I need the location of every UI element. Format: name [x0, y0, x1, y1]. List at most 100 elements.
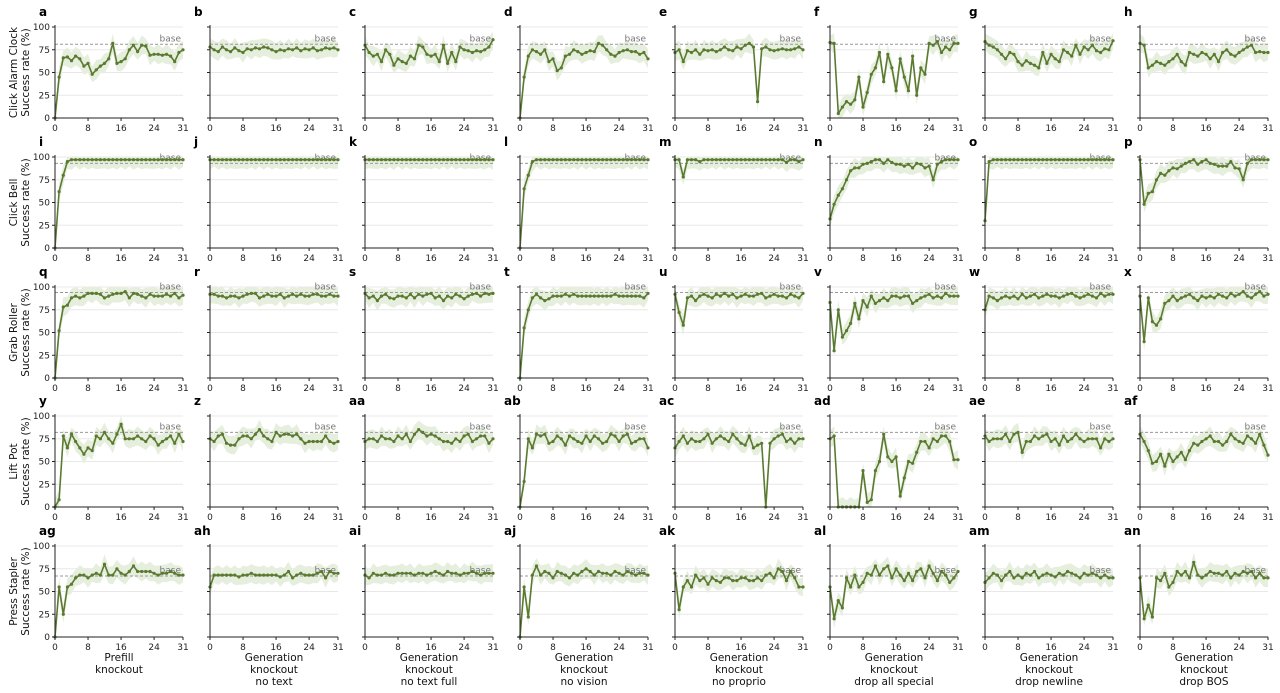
x-tick-label: 16	[270, 513, 282, 523]
data-point	[944, 45, 948, 49]
data-point	[1179, 60, 1183, 64]
variability-band	[520, 424, 648, 507]
data-point	[927, 564, 931, 568]
y-tick-label: 75	[39, 306, 50, 316]
x-tick-label: 0	[982, 384, 988, 394]
variability-band	[675, 157, 803, 185]
data-point	[216, 573, 220, 577]
data-point	[685, 296, 690, 300]
data-point	[629, 158, 634, 162]
data-point	[1254, 50, 1258, 55]
data-point	[173, 158, 177, 162]
data-point	[944, 434, 948, 438]
data-point	[462, 297, 466, 301]
data-point	[563, 292, 568, 296]
x-tick-label: 0	[672, 384, 678, 394]
base-label: base	[160, 282, 182, 292]
data-point	[487, 441, 491, 445]
data-point	[555, 434, 559, 438]
data-point	[861, 299, 865, 303]
data-point	[543, 299, 547, 303]
data-point	[98, 292, 102, 296]
data-point	[454, 292, 458, 296]
data-point	[718, 48, 723, 52]
x-tick-label: 0	[982, 643, 988, 653]
data-point	[735, 296, 739, 300]
data-point	[718, 434, 723, 438]
panel-letter: aa	[349, 394, 365, 408]
data-point	[278, 575, 282, 579]
data-point	[286, 158, 291, 162]
data-point	[450, 158, 454, 162]
data-point	[241, 50, 245, 55]
data-point	[107, 437, 111, 441]
data-point	[74, 294, 78, 298]
variability-band	[1140, 157, 1268, 213]
panel-letter: h	[1124, 5, 1133, 19]
row-label-line: Success rate (%)	[20, 28, 32, 116]
data-point	[270, 294, 274, 298]
data-point	[336, 571, 340, 575]
x-tick-label: 24	[1078, 513, 1090, 523]
data-point	[160, 158, 164, 162]
x-tick-label: 8	[1170, 513, 1176, 523]
data-point	[123, 158, 127, 162]
data-point	[164, 292, 169, 296]
data-point	[123, 290, 127, 294]
data-point	[776, 158, 780, 162]
data-point	[677, 310, 681, 315]
x-tick-label: 31	[1107, 124, 1118, 134]
data-point	[470, 439, 474, 444]
data-point	[384, 571, 388, 575]
data-point	[446, 158, 450, 162]
x-tick-label: 16	[425, 513, 437, 523]
data-point	[584, 294, 588, 298]
data-point	[470, 569, 474, 574]
x-tick-label: 16	[115, 254, 127, 264]
x-tick-label: 31	[177, 384, 188, 394]
data-point	[144, 296, 148, 300]
data-point	[596, 158, 601, 162]
panel-letter: ai	[349, 524, 361, 538]
data-point	[1070, 158, 1074, 162]
data-point	[1103, 294, 1107, 298]
data-point	[177, 573, 181, 577]
data-point	[596, 294, 601, 298]
data-point	[844, 178, 849, 182]
data-point	[1045, 292, 1049, 296]
data-point	[547, 158, 551, 162]
data-point	[324, 158, 328, 162]
x-tick-label: 8	[1015, 254, 1021, 264]
data-point	[282, 49, 286, 53]
data-point	[274, 430, 278, 434]
data-point	[1159, 317, 1163, 321]
data-point	[332, 158, 336, 162]
data-point	[220, 45, 224, 49]
data-point	[869, 573, 873, 577]
x-tick-label: 24	[1078, 254, 1090, 264]
data-point	[547, 571, 551, 575]
row-label: Click Alarm Clock Success rate (%)	[8, 26, 32, 118]
data-point	[939, 160, 944, 164]
data-point	[61, 173, 65, 177]
x-tick-label: 0	[52, 513, 58, 523]
data-point	[1082, 45, 1086, 49]
data-point	[216, 50, 220, 54]
panel-letter: af	[1124, 394, 1138, 408]
x-tick-label: 8	[240, 384, 246, 394]
data-point	[1249, 569, 1254, 574]
data-point	[57, 498, 61, 502]
panel-letter: q	[39, 265, 48, 279]
data-point	[1032, 63, 1037, 67]
x-tick-label: 16	[890, 384, 902, 394]
data-point	[869, 160, 873, 164]
panel-letter: b	[194, 5, 203, 19]
data-point	[1020, 158, 1024, 162]
data-point	[563, 54, 568, 58]
x-tick-label: 8	[705, 643, 711, 653]
data-point	[1020, 450, 1024, 454]
x-tick-label: 31	[1262, 513, 1273, 523]
data-point	[1258, 571, 1262, 575]
